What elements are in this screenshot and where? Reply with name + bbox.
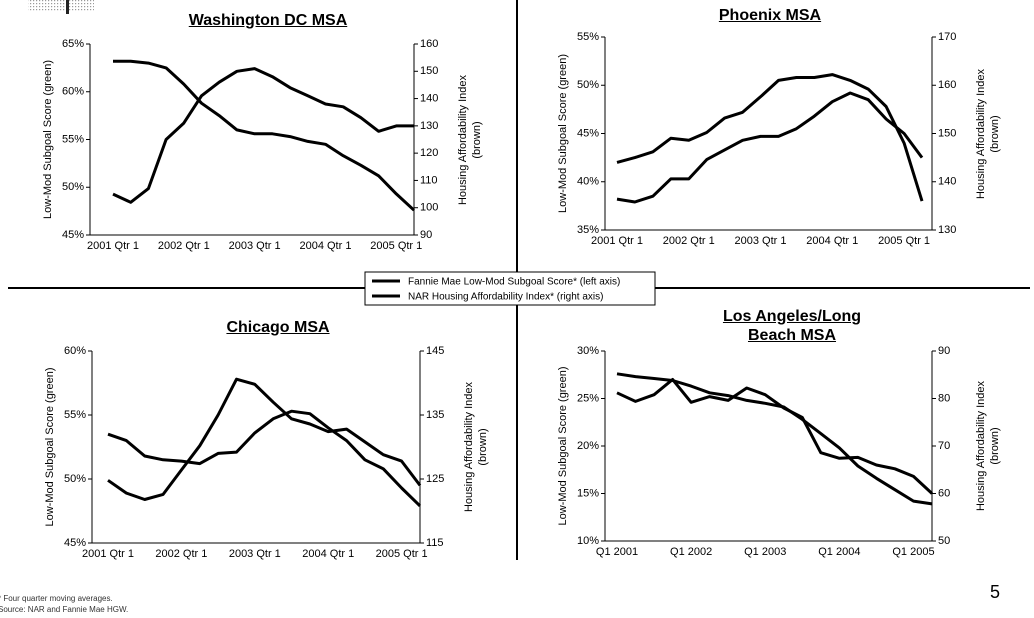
footnote: * Four quarter moving averages. [0,594,113,603]
y2-tick-label: 160 [420,38,438,50]
y-tick-label: 50% [64,473,86,485]
y2-tick-label: 170 [938,31,956,43]
y2-tick-label: 115 [426,537,444,549]
y2-tick-label: 50 [938,535,950,547]
series-line [616,73,924,202]
y2-tick-label: 140 [420,92,438,104]
y2-tick-label: 125 [426,473,444,485]
y-tick-label: 60% [62,86,84,98]
logo-bar [66,0,69,14]
logo [28,0,94,12]
x-tick-label: Q1 2004 [818,546,860,558]
y-tick-label: 65% [62,38,84,50]
x-tick-label: 2005 Qtr 1 [370,240,422,252]
x-tick-label: 2005 Qtr 1 [878,235,930,247]
y-tick-label: 50% [577,79,599,91]
legend-entry: Fannie Mae Low-Mod Subgoal Score* (left … [408,277,620,288]
chart-title: Washington DC MSA [188,12,348,29]
y-tick-label: 35% [577,224,599,236]
footnote: Source: NAR and Fannie Mae HGW. [0,605,129,614]
series-line [113,59,416,212]
x-tick-label: 2002 Qtr 1 [155,548,207,560]
legend-box [364,271,656,306]
y2-axis-label: Housing Affordability Index (brown) [457,74,483,205]
x-tick-label: 2003 Qtr 1 [229,240,281,252]
page-number: 5 [990,582,1000,602]
x-tick-label: 2004 Qtr 1 [806,235,858,247]
y2-tick-label: 80 [938,392,950,404]
y2-tick-label: 120 [420,147,438,159]
y2-tick-label: 160 [938,79,956,91]
x-tick-label: 2005 Qtr 1 [376,548,428,560]
y-tick-label: 55% [62,133,84,145]
series-line [107,409,422,507]
y-tick-label: 45% [64,537,86,549]
y-tick-label: 45% [577,127,599,139]
y-tick-label: 30% [577,345,599,357]
y-axis-label: Low-Mod Subgoal Score (green) [42,60,54,219]
y-tick-label: 20% [577,440,599,452]
chart-title: Chicago MSA [226,319,330,336]
y2-tick-label: 150 [938,127,956,139]
y-tick-label: 55% [577,31,599,43]
y-tick-label: 45% [62,229,84,241]
x-tick-label: 2001 Qtr 1 [82,548,134,560]
y-tick-label: 60% [64,345,86,357]
y2-axis-label: Housing Affordability Index (brown) [975,380,1001,512]
y2-tick-label: 90 [938,345,950,357]
y2-tick-label: 145 [426,345,444,357]
series-line [112,67,414,204]
y2-tick-label: 130 [938,224,956,236]
x-tick-label: 2003 Qtr 1 [229,548,281,560]
y-tick-label: 15% [577,487,599,499]
y2-tick-label: 150 [420,65,438,77]
x-tick-label: Q1 2003 [744,546,786,558]
y2-tick-label: 130 [420,120,438,132]
x-tick-label: Q1 2001 [596,546,638,558]
x-tick-label: Q1 2002 [670,546,712,558]
x-tick-label: 2001 Qtr 1 [87,240,139,252]
legend-entry: NAR Housing Affordability Index* (right … [408,292,603,303]
y2-tick-label: 110 [420,174,438,186]
y2-tick-label: 140 [938,176,956,188]
y2-tick-label: 60 [938,487,950,499]
series-line [107,377,422,501]
y-tick-label: 10% [577,535,599,547]
y2-axis-label: Housing Affordability Index (brown) [463,381,489,513]
y-tick-label: 25% [577,392,599,404]
y-axis-label: Low-Mod Subgoal Score (green) [557,54,569,213]
y2-axis-label: Housing Affordability Index (brown) [975,68,1001,199]
y2-tick-label: 90 [420,229,432,241]
y-axis-label: Low-Mod Subgoal Score (green) [44,368,56,527]
y-tick-label: 55% [64,409,86,421]
x-tick-label: 2002 Qtr 1 [663,235,715,247]
series-line [616,91,924,204]
x-tick-label: 2002 Qtr 1 [158,240,210,252]
y2-tick-label: 135 [426,409,444,421]
x-tick-label: 2001 Qtr 1 [591,235,643,247]
x-tick-label: 2003 Qtr 1 [735,235,787,247]
chart-title: Los Angeles/Long Beach MSA [722,308,862,344]
series-line [616,378,934,495]
x-tick-label: 2004 Qtr 1 [302,548,354,560]
y2-tick-label: 100 [420,202,438,214]
y2-tick-label: 70 [938,440,950,452]
series-line [616,372,933,506]
x-tick-label: 2004 Qtr 1 [299,240,351,252]
y-axis-label: Low-Mod Subgoal Score (green) [557,367,569,526]
x-tick-label: Q1 2005 [892,546,934,558]
y-tick-label: 40% [577,176,599,188]
chart-title: Phoenix MSA [718,7,822,24]
y-tick-label: 50% [62,181,84,193]
